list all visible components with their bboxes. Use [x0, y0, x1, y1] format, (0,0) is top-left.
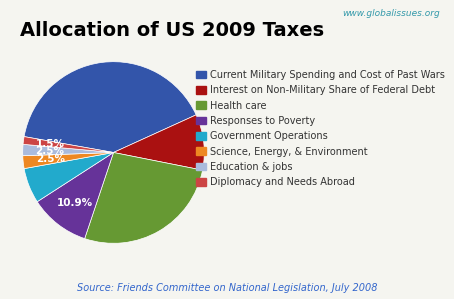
Wedge shape: [24, 62, 196, 152]
Text: 1.5%: 1.5%: [36, 139, 65, 149]
Wedge shape: [23, 137, 114, 152]
Wedge shape: [23, 144, 114, 156]
Text: Allocation of US 2009 Taxes: Allocation of US 2009 Taxes: [20, 21, 325, 40]
Wedge shape: [24, 152, 114, 202]
Wedge shape: [37, 152, 114, 239]
Text: 2.5%: 2.5%: [36, 154, 65, 164]
Wedge shape: [23, 152, 114, 169]
Text: 10.9%: 10.9%: [56, 198, 93, 208]
Legend: Current Military Spending and Cost of Past Wars, Interest on Non-Military Share : Current Military Spending and Cost of Pa…: [192, 66, 449, 191]
Wedge shape: [114, 115, 204, 170]
Wedge shape: [84, 152, 202, 243]
Text: 2.5%: 2.5%: [35, 146, 64, 156]
Text: www.globalissues.org: www.globalissues.org: [343, 9, 440, 18]
Text: Source: Friends Committee on National Legislation, July 2008: Source: Friends Committee on National Le…: [77, 283, 377, 293]
